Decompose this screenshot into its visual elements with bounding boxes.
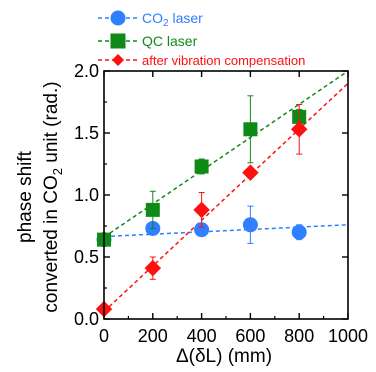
data-point-series-2-1 bbox=[144, 259, 162, 277]
data-point-series-1-3 bbox=[243, 122, 258, 137]
x-tick-label-5: 1000 bbox=[328, 326, 368, 346]
y-tick-label-2: 1.0 bbox=[74, 185, 99, 205]
axes: 0 200 400 600 800 1000 0.0 0.5 1.0 1.5 2.0 bbox=[74, 61, 368, 346]
x-tick-label-2: 400 bbox=[187, 326, 217, 346]
plot-area bbox=[95, 70, 349, 318]
data-point-series-2-2 bbox=[193, 201, 210, 219]
x-tick-label-4: 800 bbox=[284, 326, 314, 346]
legend-marker-series-1 bbox=[110, 33, 126, 49]
fit-line-series-1 bbox=[103, 70, 349, 238]
fit-line-series-2 bbox=[103, 82, 349, 313]
y-tick-label-0: 0.0 bbox=[74, 309, 99, 329]
legend-marker-series-2 bbox=[111, 53, 125, 67]
legend-label-series-1: QC laser bbox=[142, 33, 198, 49]
y-axis-label-line1: phase shift bbox=[15, 150, 36, 243]
y-tick-label-4: 2.0 bbox=[74, 61, 99, 81]
legend-marker-series-0 bbox=[110, 10, 126, 26]
plot-frame bbox=[103, 70, 349, 320]
y-axis-label-line2: converted in CO2 unit (rad.) bbox=[41, 81, 65, 312]
fit-line-series-0 bbox=[103, 224, 349, 238]
data-point-series-2-3 bbox=[242, 164, 259, 181]
x-tick-label-3: 600 bbox=[235, 326, 265, 346]
x-axis-label: Δ(δL) (mm) bbox=[176, 346, 272, 367]
data-point-series-0-3 bbox=[242, 217, 258, 233]
data-point-series-1-2 bbox=[194, 159, 209, 174]
legend-label-series-2: after vibration compensation bbox=[142, 53, 305, 68]
data-point-series-1-1 bbox=[145, 202, 160, 217]
legend: CO2 laser QC laser after vibration compens… bbox=[98, 10, 305, 68]
data-point-series-2-4 bbox=[290, 121, 308, 138]
x-tick-label-0: 0 bbox=[99, 326, 109, 346]
data-point-series-0-2 bbox=[194, 222, 210, 238]
data-point-series-0-4 bbox=[291, 224, 307, 240]
y-tick-label-3: 1.5 bbox=[74, 123, 99, 143]
legend-label-series-0: CO2 laser bbox=[142, 10, 203, 29]
x-tick-label-1: 200 bbox=[138, 326, 168, 346]
y-tick-label-1: 0.5 bbox=[74, 247, 99, 267]
